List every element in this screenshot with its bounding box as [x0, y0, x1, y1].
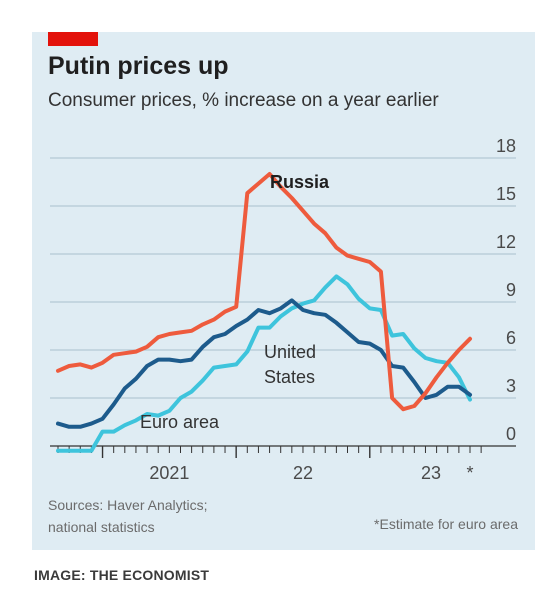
series-label-united-states: United States	[264, 342, 316, 387]
sources-line-1: Sources: Haver Analytics;	[48, 497, 208, 513]
series-layer	[56, 172, 472, 453]
footnote: *Estimate for euro area	[374, 516, 518, 532]
x-tick-label-3: *	[466, 463, 473, 483]
x-tick-label-2: 23	[421, 463, 441, 483]
chart-subtitle: Consumer prices, % increase on a year ea…	[48, 90, 439, 111]
y-tick-label-0: 0	[506, 424, 516, 444]
series-line-russia	[56, 172, 472, 412]
sources-note: Sources: Haver Analytics; national stati…	[48, 494, 208, 538]
chart-panel	[32, 32, 535, 550]
x-axis: 2021 22 23 *	[50, 445, 516, 483]
y-tick-label-9: 9	[506, 280, 516, 300]
y-tick-label-12: 12	[496, 232, 516, 252]
series-labels: Russia United States Euro area	[140, 172, 330, 432]
series-line-united-states	[56, 298, 472, 429]
series-label-russia: Russia	[270, 172, 330, 192]
x-tick-label-0: 2021	[149, 463, 189, 483]
grid-layer: 0 3 6 9 12 15 18	[50, 136, 516, 444]
series-label-euro-area: Euro area	[140, 412, 220, 432]
brand-accent-tab	[48, 32, 98, 46]
x-tick-label-1: 22	[293, 463, 313, 483]
image-credit: IMAGE: THE ECONOMIST	[34, 567, 210, 583]
y-tick-label-3: 3	[506, 376, 516, 396]
y-tick-label-15: 15	[496, 184, 516, 204]
series-label-line: United	[264, 342, 316, 362]
y-tick-label-18: 18	[496, 136, 516, 156]
y-tick-label-6: 6	[506, 328, 516, 348]
chart-title: Putin prices up	[48, 52, 229, 80]
series-label-line: States	[264, 367, 315, 387]
series-line-euro-area	[56, 274, 472, 453]
sources-line-2: national statistics	[48, 519, 155, 535]
